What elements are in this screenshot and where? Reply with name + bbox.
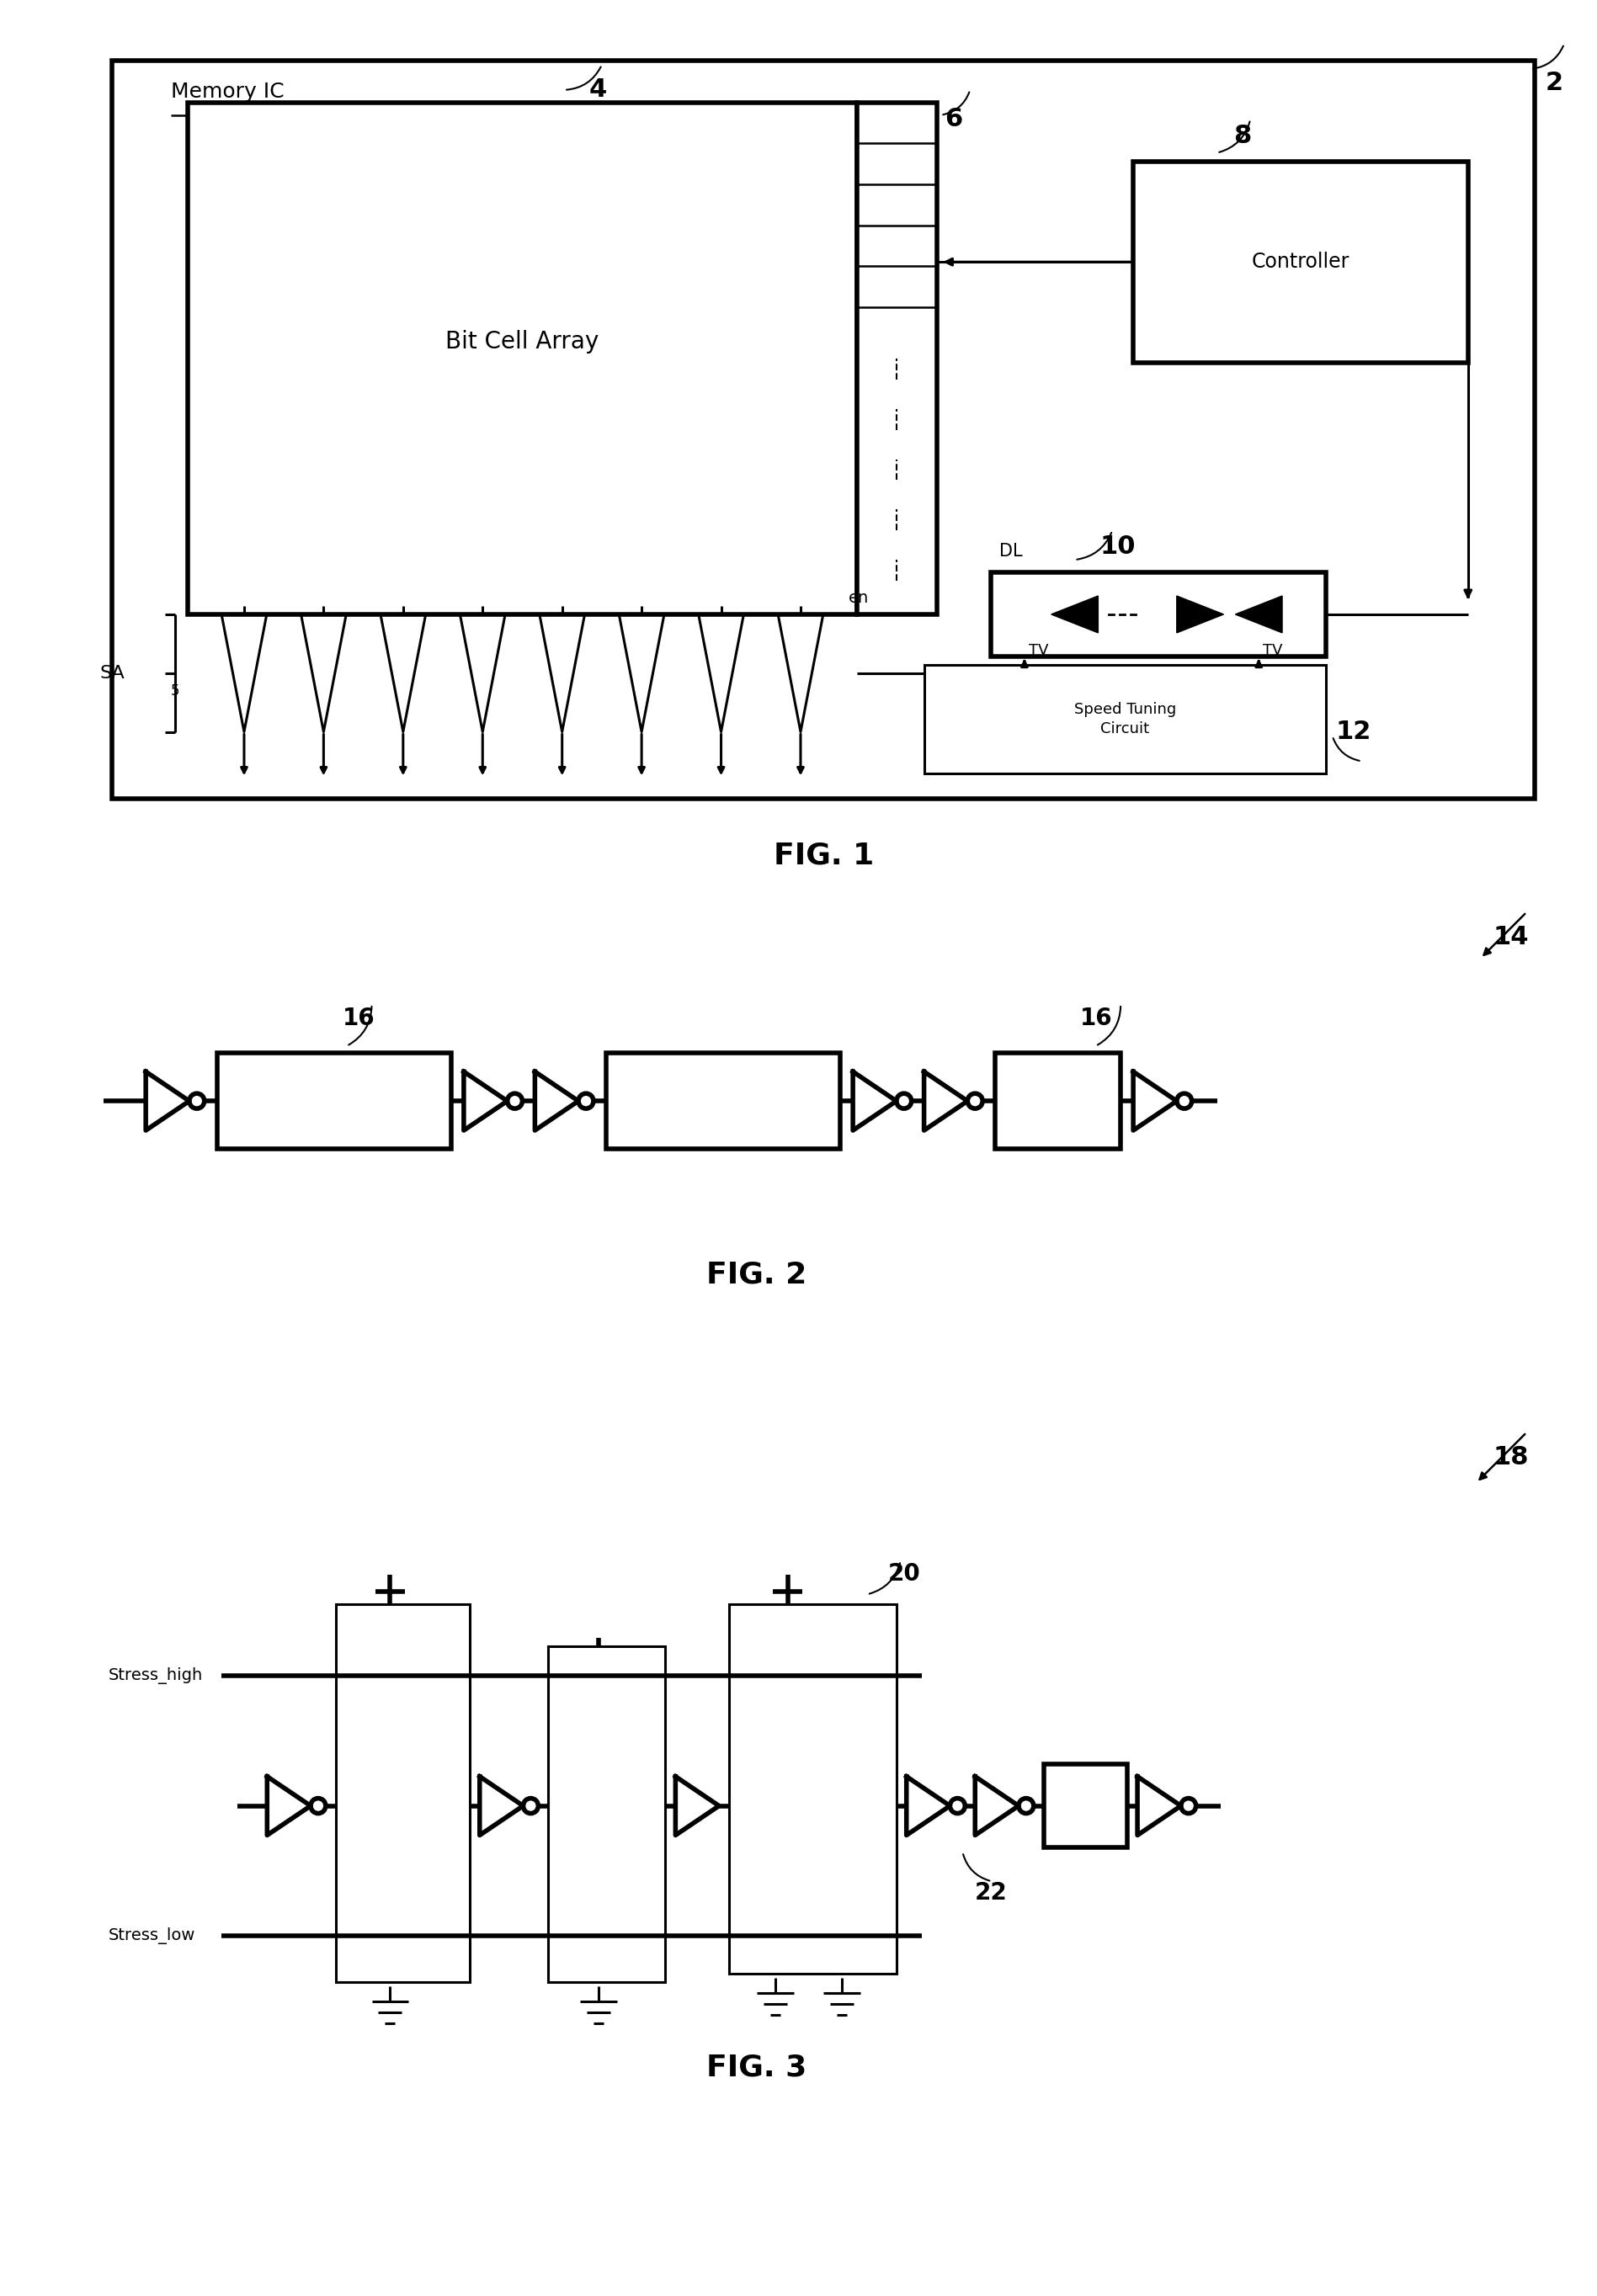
- Bar: [1044, 1763, 1127, 1848]
- Text: 12: 12: [1335, 719, 1372, 744]
- Text: 20: 20: [888, 1564, 920, 1587]
- Bar: [605, 1054, 840, 1150]
- Text: 4: 4: [589, 78, 607, 101]
- Text: 10: 10: [1100, 535, 1135, 558]
- Text: Memory IC: Memory IC: [171, 83, 284, 101]
- Bar: [992, 572, 1326, 657]
- Text: 14: 14: [1493, 925, 1528, 948]
- Text: 16: 16: [343, 1006, 375, 1031]
- Bar: [925, 666, 1326, 774]
- Polygon shape: [1177, 597, 1223, 634]
- Text: Speed Tuning
Circuit: Speed Tuning Circuit: [1073, 703, 1175, 737]
- Bar: [995, 1054, 1121, 1150]
- Bar: [187, 103, 858, 615]
- Text: TV: TV: [1263, 643, 1282, 659]
- Text: Stress_high: Stress_high: [109, 1667, 203, 1685]
- Bar: [217, 1054, 452, 1150]
- Bar: [1134, 161, 1468, 363]
- Bar: [335, 1605, 470, 1981]
- Text: 5: 5: [171, 684, 180, 698]
- Text: 6: 6: [945, 106, 963, 131]
- Bar: [730, 1605, 896, 1975]
- Text: Bit Cell Array: Bit Cell Array: [446, 331, 599, 354]
- Text: FIG. 1: FIG. 1: [773, 840, 874, 870]
- Text: FIG. 3: FIG. 3: [706, 2053, 806, 2082]
- Bar: [858, 103, 936, 615]
- Text: 22: 22: [976, 1880, 1008, 1906]
- Text: en: en: [848, 590, 869, 606]
- Text: SA: SA: [99, 664, 125, 682]
- Text: 18: 18: [1493, 1444, 1528, 1469]
- Bar: [548, 1646, 666, 1981]
- Text: 2: 2: [1544, 71, 1563, 94]
- Polygon shape: [1051, 597, 1099, 634]
- Text: DL: DL: [1000, 542, 1022, 560]
- Text: Controller: Controller: [1252, 253, 1349, 271]
- Text: TV: TV: [1028, 643, 1048, 659]
- Bar: [112, 60, 1535, 799]
- Text: 16: 16: [1080, 1006, 1113, 1031]
- Polygon shape: [1236, 597, 1282, 634]
- Text: 8: 8: [1233, 124, 1252, 147]
- Text: FIG. 2: FIG. 2: [706, 1261, 806, 1288]
- Text: Stress_low: Stress_low: [109, 1926, 195, 1945]
